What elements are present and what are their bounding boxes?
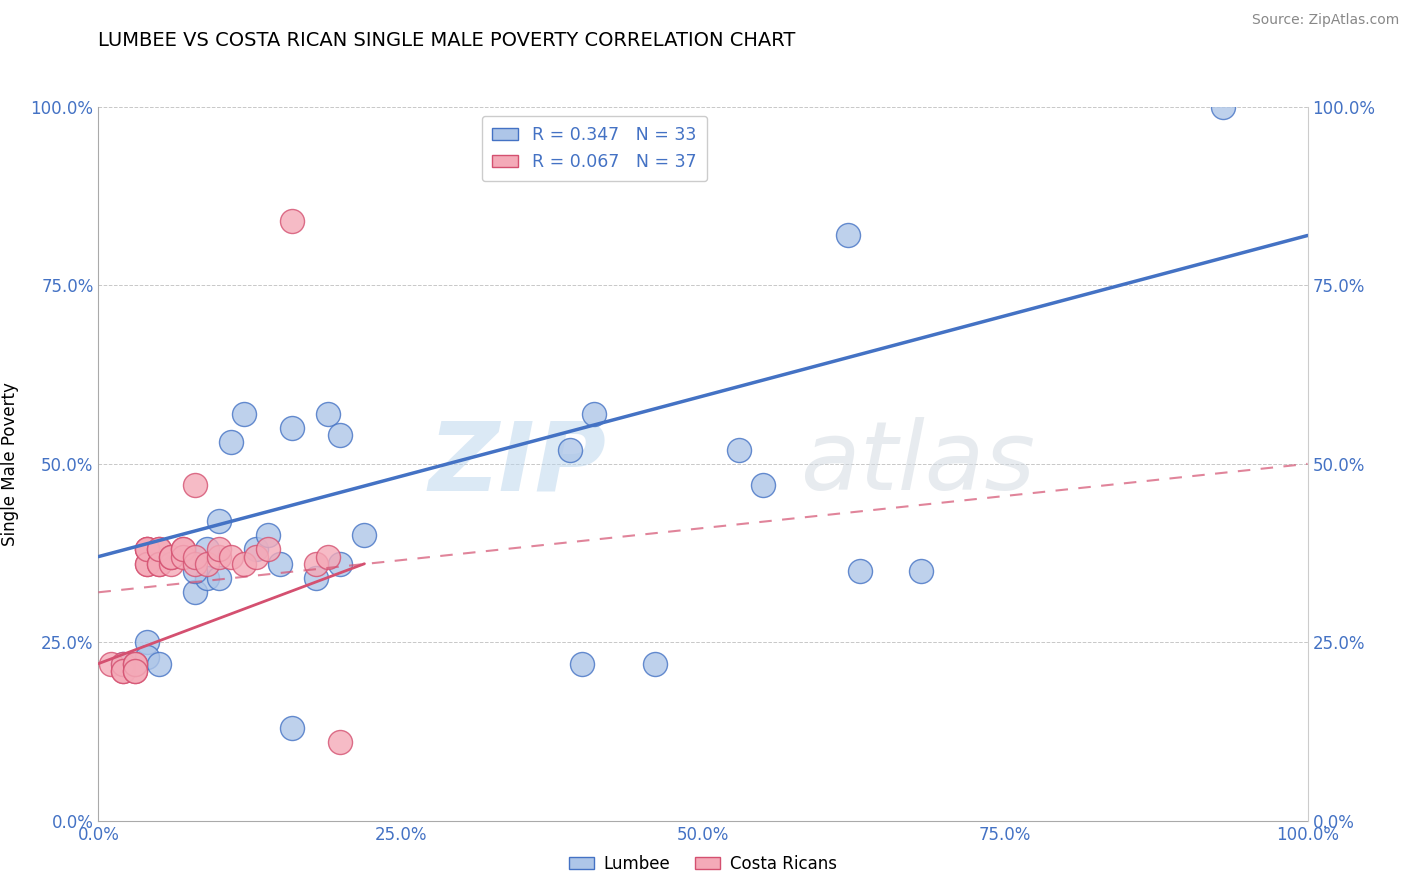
Point <box>135 542 157 557</box>
Point <box>256 528 278 542</box>
Point <box>329 557 352 571</box>
Point <box>160 549 183 564</box>
Point <box>100 657 122 671</box>
Point <box>558 442 581 457</box>
Point <box>124 664 146 678</box>
Point <box>752 478 775 492</box>
Point <box>135 542 157 557</box>
Point <box>644 657 666 671</box>
Point <box>111 664 134 678</box>
Point <box>208 514 231 528</box>
Point <box>849 564 872 578</box>
Point <box>111 657 134 671</box>
Point <box>910 564 932 578</box>
Point <box>184 557 207 571</box>
Point <box>172 549 194 564</box>
Legend: Lumbee, Costa Ricans: Lumbee, Costa Ricans <box>562 848 844 880</box>
Text: ZIP: ZIP <box>429 417 606 510</box>
Point <box>1212 100 1234 114</box>
Point <box>172 542 194 557</box>
Point <box>329 735 352 749</box>
Point <box>195 557 218 571</box>
Point <box>245 549 267 564</box>
Point <box>195 571 218 585</box>
Point <box>124 657 146 671</box>
Point <box>135 649 157 664</box>
Text: atlas: atlas <box>800 417 1035 510</box>
Point <box>281 721 304 735</box>
Point <box>305 557 328 571</box>
Point <box>329 428 352 442</box>
Point <box>245 542 267 557</box>
Legend: R = 0.347   N = 33, R = 0.067   N = 37: R = 0.347 N = 33, R = 0.067 N = 37 <box>482 116 707 181</box>
Point <box>316 407 339 421</box>
Point <box>583 407 606 421</box>
Point <box>172 542 194 557</box>
Point <box>305 571 328 585</box>
Point <box>571 657 593 671</box>
Point <box>111 664 134 678</box>
Point <box>353 528 375 542</box>
Text: LUMBEE VS COSTA RICAN SINGLE MALE POVERTY CORRELATION CHART: LUMBEE VS COSTA RICAN SINGLE MALE POVERT… <box>98 31 796 50</box>
Point <box>148 542 170 557</box>
Text: Source: ZipAtlas.com: Source: ZipAtlas.com <box>1251 13 1399 28</box>
Point <box>256 542 278 557</box>
Point <box>269 557 291 571</box>
Point <box>316 549 339 564</box>
Point <box>124 657 146 671</box>
Y-axis label: Single Male Poverty: Single Male Poverty <box>1 382 20 546</box>
Point <box>124 664 146 678</box>
Point <box>135 635 157 649</box>
Point <box>160 549 183 564</box>
Point <box>837 228 859 243</box>
Point <box>148 557 170 571</box>
Point <box>195 542 218 557</box>
Point <box>184 549 207 564</box>
Point <box>135 557 157 571</box>
Point <box>148 542 170 557</box>
Point <box>135 557 157 571</box>
Point <box>208 571 231 585</box>
Point <box>148 557 170 571</box>
Point <box>111 657 134 671</box>
Point <box>208 549 231 564</box>
Point <box>232 557 254 571</box>
Point <box>728 442 751 457</box>
Point <box>135 542 157 557</box>
Point <box>184 564 207 578</box>
Point <box>124 657 146 671</box>
Point <box>148 657 170 671</box>
Point <box>281 421 304 435</box>
Point <box>160 557 183 571</box>
Point <box>221 549 243 564</box>
Point <box>184 478 207 492</box>
Point <box>208 542 231 557</box>
Point <box>281 214 304 228</box>
Point <box>221 435 243 450</box>
Point <box>232 407 254 421</box>
Point <box>184 585 207 599</box>
